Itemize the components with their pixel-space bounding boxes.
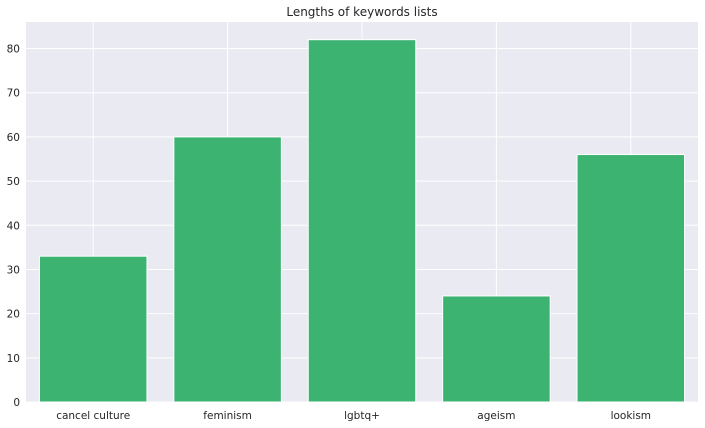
x-tick-label: feminism [203,410,252,422]
y-tick-label: 10 [7,353,20,365]
y-tick-label: 50 [7,176,20,188]
x-tick-label: cancel culture [56,410,130,422]
y-tick-label: 80 [7,44,20,56]
y-axis-ticks: 0 10 20 30 40 50 60 70 80 [7,44,20,409]
bar-ageism [442,295,551,403]
chart-title: Lengths of keywords lists [286,5,437,19]
y-tick-label: 40 [7,220,20,232]
y-tick-label: 20 [7,309,20,321]
bar-cancel-culture [38,255,148,403]
x-axis-ticks: cancel culture feminism lgbtq+ ageism lookis… [56,410,651,422]
y-tick-label: 70 [7,88,20,100]
bars [38,39,686,403]
x-tick-label: lookism [611,410,651,422]
bar-lookism [576,154,686,403]
x-tick-label: lgbtq+ [344,410,380,422]
bar-feminism [173,136,282,403]
bar-lgbtq [307,39,417,403]
y-tick-label: 60 [7,132,20,144]
x-tick-label: ageism [477,410,515,422]
y-tick-label: 0 [13,397,20,409]
y-tick-label: 30 [7,264,20,276]
